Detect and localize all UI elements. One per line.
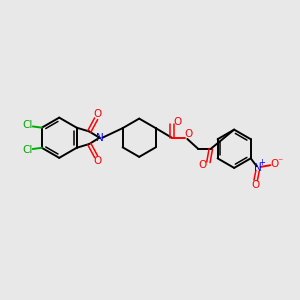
Text: Cl: Cl <box>22 145 32 155</box>
Text: O: O <box>251 180 260 190</box>
Text: N: N <box>254 163 262 173</box>
Text: O: O <box>184 129 193 139</box>
Text: O: O <box>94 156 102 166</box>
Text: O: O <box>94 109 102 119</box>
Text: O: O <box>270 159 278 169</box>
Text: ⁻: ⁻ <box>277 157 282 167</box>
Text: O: O <box>199 160 207 170</box>
Text: O: O <box>173 117 182 127</box>
Text: +: + <box>259 158 266 167</box>
Text: N: N <box>96 133 104 143</box>
Text: Cl: Cl <box>22 120 32 130</box>
